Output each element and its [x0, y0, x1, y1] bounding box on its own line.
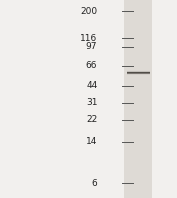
FancyBboxPatch shape: [124, 0, 152, 198]
Text: 31: 31: [86, 98, 97, 107]
Text: kDa: kDa: [76, 0, 97, 1]
Text: 200: 200: [80, 7, 97, 16]
Text: 14: 14: [86, 137, 97, 146]
Text: 22: 22: [86, 115, 97, 124]
Text: 6: 6: [92, 179, 97, 188]
Text: 116: 116: [80, 33, 97, 43]
Text: 44: 44: [86, 81, 97, 90]
Text: 97: 97: [86, 42, 97, 51]
Text: 66: 66: [86, 61, 97, 70]
